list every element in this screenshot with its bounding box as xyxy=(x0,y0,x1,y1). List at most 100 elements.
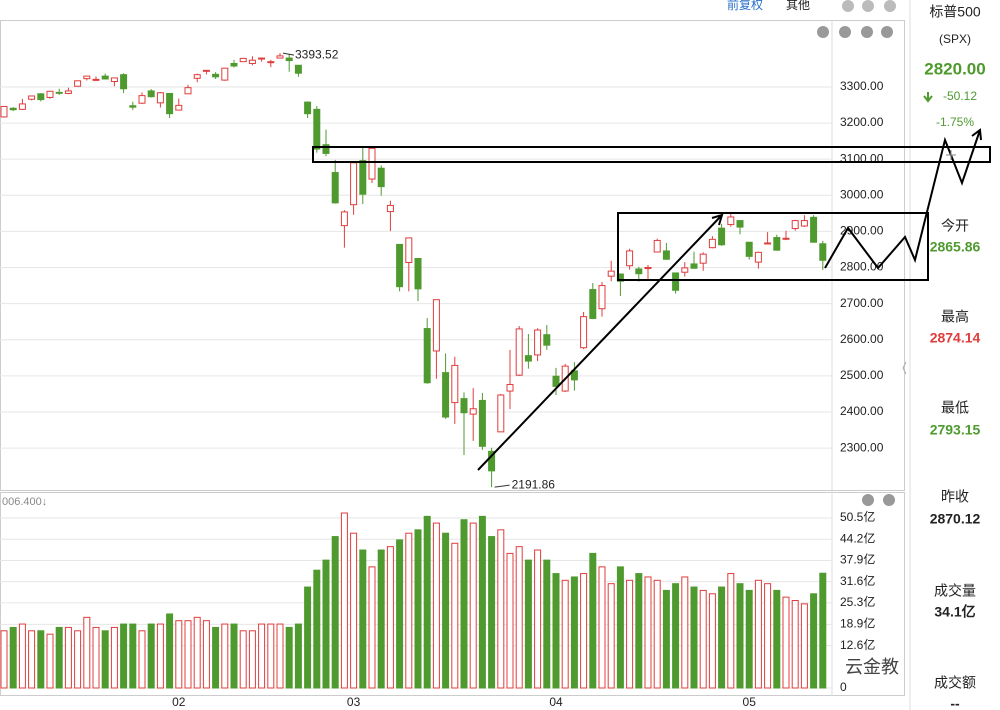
sidebar: 标普500 (SPX) 2820.00 -50.12 -1.75% 今开 286… xyxy=(923,4,986,710)
candle-body xyxy=(497,394,505,433)
candle-body xyxy=(9,107,17,111)
collapse-handle[interactable] xyxy=(902,361,907,375)
volume-bar xyxy=(230,623,238,689)
volume-bar xyxy=(764,583,772,689)
y-tick-label: 2800.00 xyxy=(840,260,884,274)
volume-bar xyxy=(0,630,8,689)
candle-body xyxy=(120,74,128,90)
volume-bar xyxy=(570,576,578,689)
candle-body xyxy=(313,108,321,150)
icon[interactable] xyxy=(883,494,895,506)
volume-bar xyxy=(432,522,440,689)
volume-bar xyxy=(55,626,63,689)
low-label: 最低 xyxy=(941,400,969,416)
min-label: 2191.86 xyxy=(512,477,556,491)
volume-bar xyxy=(368,566,376,689)
volume-bar xyxy=(460,519,468,689)
candle-body xyxy=(92,78,100,81)
candle-body xyxy=(101,75,109,80)
candle-body xyxy=(156,92,164,104)
candle-body xyxy=(110,77,118,83)
icon[interactable] xyxy=(861,26,873,38)
other-menu[interactable]: 其他 xyxy=(786,0,810,12)
volume-bar xyxy=(745,589,753,689)
candle-body xyxy=(580,316,588,349)
low-value: 2793.15 xyxy=(930,422,981,438)
candle-body xyxy=(534,329,542,356)
toolbar-icons xyxy=(842,0,896,12)
candle-body xyxy=(285,57,293,62)
y-tick-label: 3300.00 xyxy=(840,79,884,93)
volume-bar xyxy=(350,532,358,689)
candle-body xyxy=(359,160,367,195)
volume-bar xyxy=(524,559,532,689)
icon[interactable] xyxy=(862,0,874,12)
icon[interactable] xyxy=(839,26,851,38)
icon[interactable] xyxy=(884,0,896,12)
candle-body xyxy=(681,267,689,273)
volume-bar xyxy=(534,549,542,689)
volume-bar xyxy=(810,593,818,689)
volume-bar xyxy=(9,626,17,689)
max-label: 3393.52 xyxy=(295,47,339,61)
volume-bar xyxy=(331,536,339,689)
volume-bar xyxy=(156,623,164,689)
volume-bar xyxy=(662,589,670,689)
volume-bar xyxy=(616,566,624,689)
volume-bar xyxy=(258,623,266,689)
quote-change-pct: -1.75% xyxy=(936,115,974,129)
candle-body xyxy=(488,450,496,472)
volume-bar xyxy=(561,579,569,689)
candle-body xyxy=(377,167,385,188)
icon[interactable] xyxy=(881,26,893,38)
icon[interactable] xyxy=(817,26,829,38)
volume-bar xyxy=(626,579,634,689)
x-tick-label: 02 xyxy=(172,695,186,709)
candle-body xyxy=(386,204,394,213)
candle-body xyxy=(221,67,229,81)
candle-body xyxy=(460,398,468,414)
candle-body xyxy=(37,93,45,101)
volume-bar xyxy=(708,593,716,689)
x-tick-label: 03 xyxy=(347,695,361,709)
volume-bar xyxy=(193,616,201,689)
candle-body xyxy=(166,92,174,115)
volume-bar xyxy=(690,586,698,689)
candle-body xyxy=(478,399,486,447)
adjust-menu[interactable]: 前复权 xyxy=(727,0,763,12)
annotation-drawing xyxy=(312,128,991,471)
volume-bar xyxy=(239,630,247,689)
candle-body xyxy=(543,334,551,346)
volume-bar xyxy=(396,539,404,689)
candle-body xyxy=(782,237,790,240)
volume-bar xyxy=(469,522,477,689)
volume-bar xyxy=(488,536,496,689)
x-tick-label: 05 xyxy=(743,695,757,709)
volume-bar xyxy=(267,623,275,689)
candle-body xyxy=(230,62,238,67)
amount-label: 成交额 xyxy=(934,675,976,691)
volume-bar xyxy=(129,623,137,689)
volume-bar xyxy=(28,630,36,689)
volume-bar xyxy=(285,626,293,689)
candle-body xyxy=(129,105,137,108)
candle-body xyxy=(589,289,597,319)
candle-body xyxy=(64,90,72,94)
volume-bar xyxy=(74,630,82,689)
candle-body xyxy=(18,103,26,110)
candle-body xyxy=(442,372,450,418)
trend-arrow xyxy=(477,213,724,471)
volume-bar xyxy=(681,576,689,689)
volume-bar xyxy=(359,549,367,689)
volume-bar xyxy=(202,620,210,689)
volume-bar xyxy=(212,626,220,689)
candle-body xyxy=(74,80,82,87)
y-tick-label: 44.2亿 xyxy=(840,530,875,545)
icon[interactable] xyxy=(842,0,854,12)
y-tick-label: 18.9亿 xyxy=(840,616,875,631)
volume-bar xyxy=(101,630,109,689)
volume-bar xyxy=(248,630,256,689)
candle-body xyxy=(570,370,578,381)
volume-bar xyxy=(386,546,394,689)
icon[interactable] xyxy=(862,494,874,506)
